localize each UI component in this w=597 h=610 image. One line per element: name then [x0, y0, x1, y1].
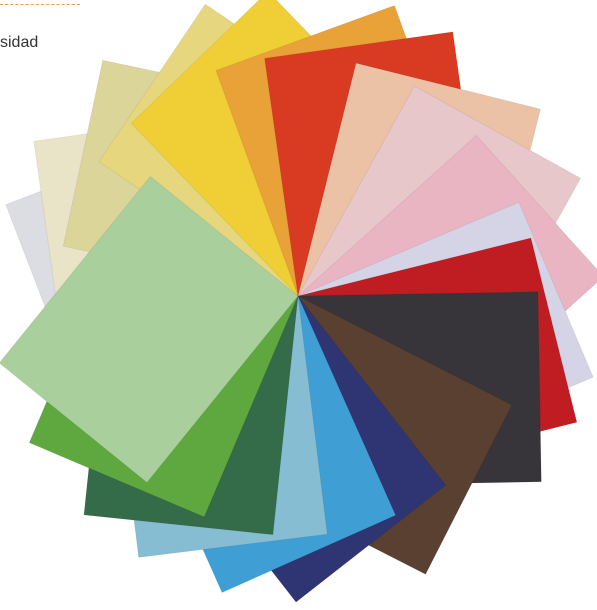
paper-sheet [0, 175, 299, 484]
text-snippet: sidad [0, 34, 39, 51]
dashed-rule [0, 4, 80, 5]
